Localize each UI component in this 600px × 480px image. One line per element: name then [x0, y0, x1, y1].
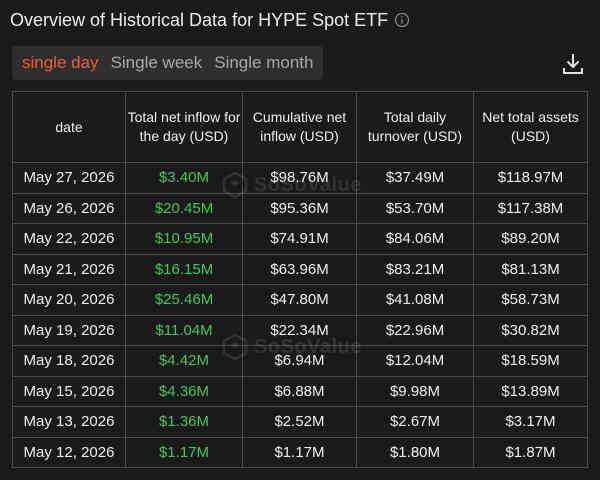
daily-net-inflow-cell: $16.15M [125, 253, 243, 285]
historical-data-table-container: date Total net inflow for the day (USD) … [12, 91, 588, 468]
daily-turnover-cell: $12.04M [356, 345, 474, 377]
date-cell: May 13, 2026 [12, 406, 126, 438]
table-row: May 12, 2026 $1.17M $1.17M $1.80M $1.87M [12, 436, 588, 468]
cumulative-net-inflow-cell: $74.91M [242, 223, 357, 255]
table-row: May 20, 2026 $25.46M $47.80M $41.08M $58.73M [12, 284, 588, 316]
tab-single-week[interactable]: Single week [110, 53, 203, 72]
cumulative-net-inflow-cell: $1.17M [242, 436, 357, 468]
net-total-assets-cell: $58.73M [473, 284, 588, 316]
daily-turnover-cell: $84.06M [356, 223, 474, 255]
daily-net-inflow-cell: $1.17M [125, 436, 243, 468]
column-header-daily-turnover: Total daily turnover (USD) [356, 91, 474, 163]
daily-net-inflow-cell: $10.95M [125, 223, 243, 255]
daily-turnover-cell: $37.49M [356, 162, 474, 194]
net-total-assets-cell: $118.97M [473, 162, 588, 194]
daily-net-inflow-cell: $4.36M [125, 375, 243, 407]
table-row: May 26, 2026 $20.45M $95.36M $53.70M $117.38… [12, 192, 588, 224]
table-row: May 19, 2026 $11.04M $22.34M $22.96M $30.82M [12, 314, 588, 346]
net-total-assets-cell: $3.17M [473, 406, 588, 438]
cumulative-net-inflow-cell: $63.96M [242, 253, 357, 285]
net-total-assets-cell: $89.20M [473, 223, 588, 255]
daily-turnover-cell: $53.70M [356, 192, 474, 224]
page-title: Overview of Historical Data for HYPE Spo… [10, 9, 389, 30]
date-cell: May 12, 2026 [12, 436, 126, 468]
date-cell: May 18, 2026 [12, 345, 126, 377]
daily-turnover-cell: $1.80M [356, 436, 474, 468]
table-row: May 22, 2026 $10.95M $74.91M $84.06M $89.20M [12, 223, 588, 255]
net-total-assets-cell: $30.82M [473, 314, 588, 346]
net-total-assets-cell: $117.38M [473, 192, 588, 224]
cumulative-net-inflow-cell: $6.88M [242, 375, 357, 407]
download-icon [563, 54, 583, 74]
date-cell: May 19, 2026 [12, 314, 126, 346]
daily-net-inflow-cell: $25.46M [125, 284, 243, 316]
cumulative-net-inflow-cell: $98.76M [242, 162, 357, 194]
page-header: Overview of Historical Data for HYPE Spo… [10, 8, 410, 32]
period-tabs: single day Single week Single month [12, 46, 324, 80]
table-row: May 21, 2026 $16.15M $63.96M $83.21M $81.13M [12, 253, 588, 285]
cumulative-net-inflow-cell: $47.80M [242, 284, 357, 316]
daily-turnover-cell: $2.67M [356, 406, 474, 438]
date-cell: May 27, 2026 [12, 162, 126, 194]
tab-single-day[interactable]: single day [22, 53, 99, 72]
date-cell: May 15, 2026 [12, 375, 126, 407]
table-row: May 15, 2026 $4.36M $6.88M $9.98M $13.89M [12, 375, 588, 407]
table-row: May 18, 2026 $4.42M $6.94M $12.04M $18.59M [12, 345, 588, 377]
table-body: May 27, 2026 $3.40M $98.76M $37.49M $118.97M… [12, 162, 588, 468]
daily-net-inflow-cell: $3.40M [125, 162, 243, 194]
tab-single-month[interactable]: Single month [214, 53, 314, 72]
column-header-daily-net-inflow: Total net inflow for the day (USD) [125, 91, 243, 163]
net-total-assets-cell: $81.13M [473, 253, 588, 285]
download-button[interactable] [562, 52, 584, 76]
daily-turnover-cell: $9.98M [356, 375, 474, 407]
daily-turnover-cell: $22.96M [356, 314, 474, 346]
daily-net-inflow-cell: $20.45M [125, 192, 243, 224]
date-cell: May 22, 2026 [12, 223, 126, 255]
historical-data-table: date Total net inflow for the day (USD) … [12, 91, 588, 468]
cumulative-net-inflow-cell: $6.94M [242, 345, 357, 377]
column-header-net-total-assets: Net total assets (USD) [473, 91, 588, 163]
net-total-assets-cell: $18.59M [473, 345, 588, 377]
daily-turnover-cell: $41.08M [356, 284, 474, 316]
daily-net-inflow-cell: $4.42M [125, 345, 243, 377]
cumulative-net-inflow-cell: $22.34M [242, 314, 357, 346]
daily-turnover-cell: $83.21M [356, 253, 474, 285]
date-cell: May 21, 2026 [12, 253, 126, 285]
cumulative-net-inflow-cell: $95.36M [242, 192, 357, 224]
column-header-cumulative-net-inflow: Cumulative net inflow (USD) [242, 91, 357, 163]
table-header-row: date Total net inflow for the day (USD) … [12, 91, 588, 163]
cumulative-net-inflow-cell: $2.52M [242, 406, 357, 438]
date-cell: May 20, 2026 [12, 284, 126, 316]
daily-net-inflow-cell: $1.36M [125, 406, 243, 438]
column-header-date: date [12, 91, 126, 163]
table-row: May 13, 2026 $1.36M $2.52M $2.67M $3.17M [12, 406, 588, 438]
daily-net-inflow-cell: $11.04M [125, 314, 243, 346]
net-total-assets-cell: $1.87M [473, 436, 588, 468]
table-row: May 27, 2026 $3.40M $98.76M $37.49M $118.97M [12, 162, 588, 194]
info-circle-icon[interactable] [394, 12, 410, 28]
net-total-assets-cell: $13.89M [473, 375, 588, 407]
date-cell: May 26, 2026 [12, 192, 126, 224]
